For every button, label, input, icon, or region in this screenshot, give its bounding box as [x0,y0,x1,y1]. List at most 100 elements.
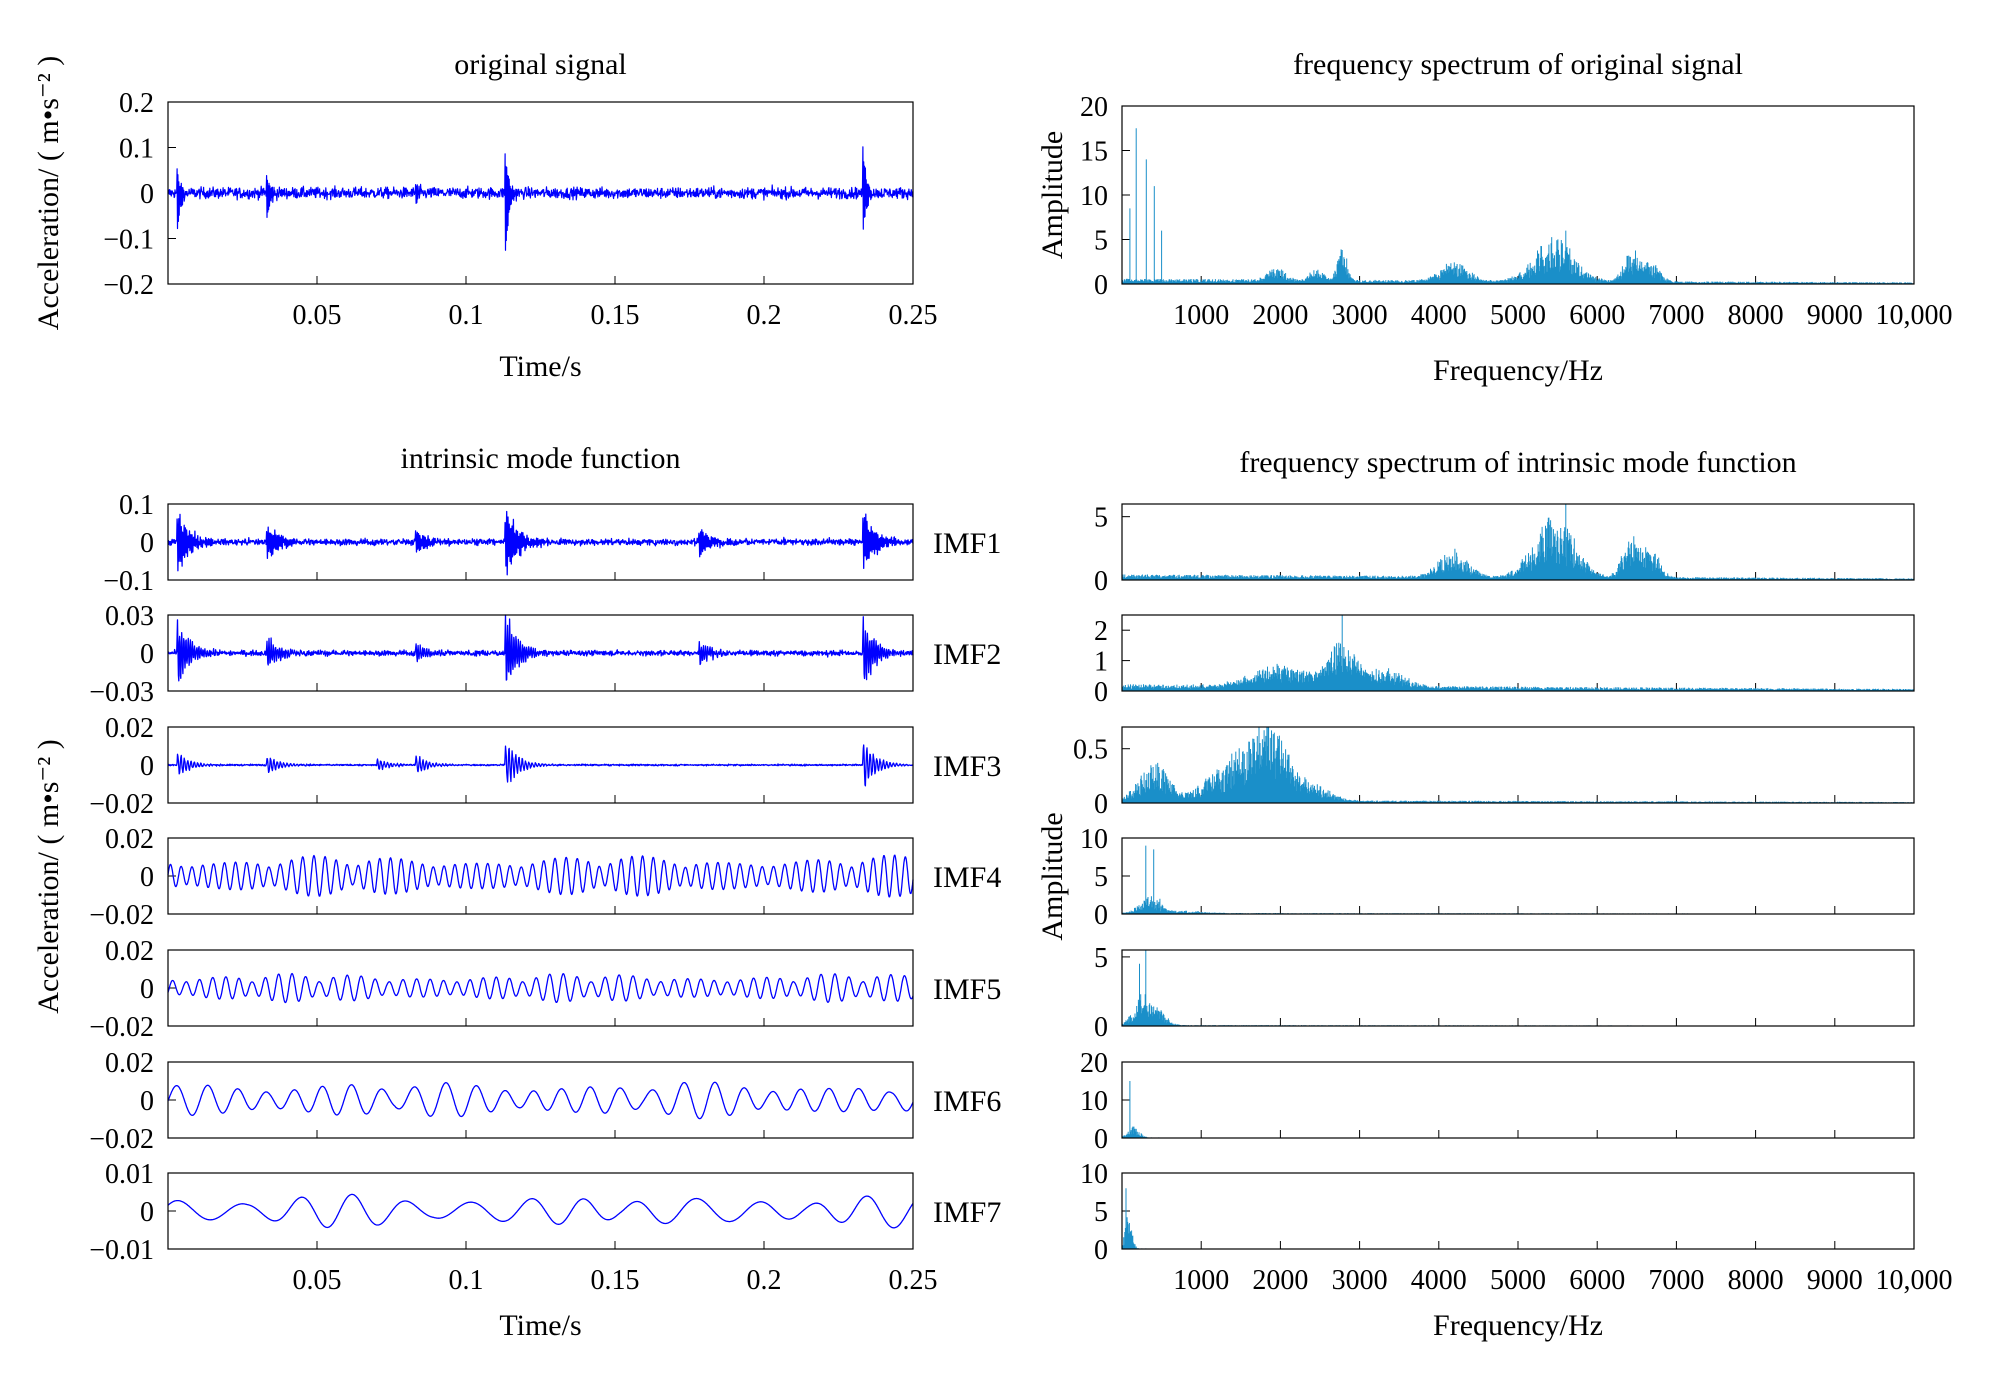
imf5-time-series-line [167,972,914,1004]
imf4-time-ytick-label: 0.02 [105,824,154,855]
imf7-time-xtick-label: 0.1 [449,1265,484,1296]
orig-spec-xtick-label: 7000 [1648,300,1704,331]
imf7-spec-xtick-label: 10,000 [1876,1265,1953,1296]
imf6-spec-ytick-label: 20 [1080,1048,1108,1079]
imf6-label: IMF6 [933,1085,1001,1118]
orig-time-xtick-label: 0.15 [591,300,640,331]
imf5-time-ytick-label: 0.02 [105,936,154,967]
orig-time-ytick-label: 0.1 [119,134,154,165]
imf2-time-series-line [167,614,914,682]
imf-time-xlabel: Time/s [499,1309,581,1342]
imf6-spec-ytick-label: 0 [1094,1124,1108,1155]
imf1-time-ytick-label: −0.1 [103,566,154,597]
orig-spec-xtick-label: 5000 [1490,300,1546,331]
imf1-time-ytick-label: 0.1 [119,490,154,521]
imf7-spec-xtick-label: 1000 [1173,1265,1229,1296]
imf7-time-xtick-label: 0.25 [889,1265,938,1296]
imf3-time-ytick-label: −0.02 [89,789,154,820]
imf7-spec-xtick-label: 8000 [1728,1265,1784,1296]
imf4-time-frame [167,837,914,915]
imf7-time-ytick-label: −0.01 [89,1235,154,1266]
orig-spec-frame [1121,105,1915,285]
imf7-spec-ytick-label: 5 [1094,1197,1108,1228]
imf-time-title: intrinsic mode function [401,442,681,475]
imf5-spec-ytick-label: 0 [1094,1012,1108,1043]
imf7-spec-xtick-label: 3000 [1332,1265,1388,1296]
orig-spec-xtick-label: 4000 [1411,300,1467,331]
imf3-spec-ytick-label: 0 [1094,789,1108,820]
orig-time-title: original signal [454,48,626,81]
imf2-label: IMF2 [933,638,1001,671]
orig-spec-xtick-label: 8000 [1728,300,1784,331]
orig-time-xtick-label: 0.25 [889,300,938,331]
imf2-time-ytick-label: −0.03 [89,677,154,708]
imf5-spec-frame [1121,949,1915,1027]
orig-time-ytick-label: 0 [140,179,154,210]
imf3-spec-ytick-label: 0.5 [1073,735,1108,766]
imf7-label: IMF7 [933,1196,1001,1229]
imf4-spec-frame [1121,837,1915,915]
imf2-spec-ytick-label: 0 [1094,677,1108,708]
imf7-spec-ytick-label: 0 [1094,1235,1108,1266]
imf1-spec-frame [1121,503,1915,581]
imf7-spec-xtick-label: 7000 [1648,1265,1704,1296]
imf7-time-frame [167,1172,914,1250]
orig-spec-ytick-label: 5 [1094,226,1108,257]
imf7-time-ytick-label: 0 [140,1197,154,1228]
imf5-spec-series-line [1121,950,1915,1026]
imf2-time-ytick-label: 0 [140,639,154,670]
imf3-spec-frame [1121,726,1915,804]
orig-time-frame [167,101,914,285]
orig-time-ytick-label: 0.2 [119,88,154,119]
imf6-spec-series-line [1121,1081,1915,1138]
orig-spec-ylabel: Amplitude [1036,131,1069,259]
imf3-spec-series-line [1121,727,1915,803]
orig-spec-title: frequency spectrum of original signal [1293,48,1743,81]
orig-time-ytick-label: −0.1 [103,225,154,256]
orig-spec-xtick-label: 1000 [1173,300,1229,331]
orig-spec-xtick-label: 6000 [1569,300,1625,331]
imf1-spec-series-line [1121,504,1915,580]
imf4-time-series-line [167,854,914,898]
imf1-time-frame [167,503,914,581]
imf6-time-ytick-label: 0.02 [105,1048,154,1079]
orig-time-ytick-label: −0.2 [103,270,154,301]
imf7-spec-series-line [1121,1188,1915,1249]
imf-spec-title: frequency spectrum of intrinsic mode fun… [1239,446,1796,479]
imf4-time-ytick-label: −0.02 [89,900,154,931]
imf2-time-frame [167,614,914,692]
orig-spec-xtick-label: 9000 [1807,300,1863,331]
imf1-spec-ytick-label: 0 [1094,566,1108,597]
orig-spec-ytick-label: 20 [1080,92,1108,123]
imf6-time-ytick-label: −0.02 [89,1124,154,1155]
orig-time-series-line [167,146,914,251]
imf5-label: IMF5 [933,973,1001,1006]
imf7-spec-ytick-label: 10 [1080,1159,1108,1190]
orig-time-xlabel: Time/s [499,350,581,383]
orig-spec-xtick-label: 10,000 [1876,300,1953,331]
imf6-spec-frame [1121,1061,1915,1139]
imf7-time-xtick-label: 0.05 [293,1265,342,1296]
imf4-spec-ytick-label: 5 [1094,862,1108,893]
imf7-spec-xtick-label: 6000 [1569,1265,1625,1296]
orig-spec-xlabel: Frequency/Hz [1433,354,1603,387]
orig-spec-xtick-label: 2000 [1252,300,1308,331]
imf5-time-ytick-label: 0 [140,974,154,1005]
imf7-time-xtick-label: 0.2 [747,1265,782,1296]
imf1-time-ytick-label: 0 [140,528,154,559]
imf2-time-ytick-label: 0.03 [105,601,154,632]
imf4-spec-ytick-label: 0 [1094,900,1108,931]
imf7-time-ytick-label: 0.01 [105,1159,154,1190]
imf3-time-ytick-label: 0 [140,751,154,782]
imf6-time-ytick-label: 0 [140,1086,154,1117]
imf-time-ylabel: Acceleration/ ( m•s⁻² ) [32,739,65,1013]
orig-spec-xtick-label: 3000 [1332,300,1388,331]
imf1-time-series-line [167,510,914,576]
imf2-spec-frame [1121,614,1915,692]
imf3-time-ytick-label: 0.02 [105,713,154,744]
imf7-spec-frame [1121,1172,1915,1250]
imf-spec-ylabel: Amplitude [1036,812,1069,940]
imf4-spec-ytick-label: 10 [1080,824,1108,855]
imf7-spec-xtick-label: 9000 [1807,1265,1863,1296]
